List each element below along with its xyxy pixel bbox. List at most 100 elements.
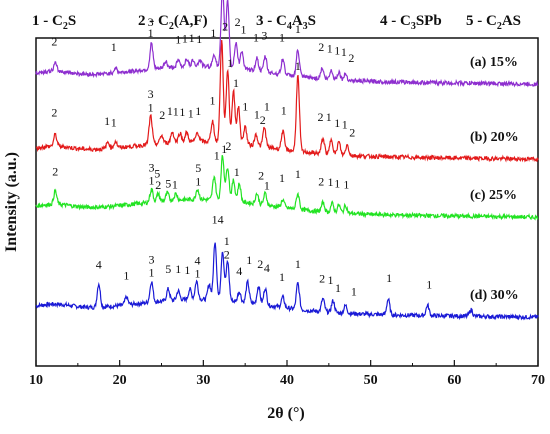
peak-label: 2 — [258, 169, 264, 183]
peak-label: 4 — [264, 261, 270, 275]
legend-entry-2: 2 - C2(A,F) — [138, 13, 208, 32]
peak-label: 1 — [224, 234, 230, 248]
legend-entry-5: 5 - C2AS — [466, 13, 521, 32]
peak-label: 1 — [334, 176, 340, 190]
peak-label: 1 — [189, 31, 195, 45]
peak-label: 1 — [234, 165, 240, 179]
peak-label: 1 — [327, 42, 333, 56]
x-axis-title: 2θ (°) — [267, 405, 304, 422]
peak-label: 1 — [426, 278, 432, 292]
peak-label: 1 — [326, 110, 332, 124]
peak-label: 3 — [149, 253, 155, 267]
peak-label: 2 — [159, 108, 165, 122]
peak-label: 2 — [224, 247, 230, 261]
peak-label: 1 — [148, 26, 154, 40]
x-tick-label: 60 — [447, 373, 461, 388]
legend-entry-3: 3 - C4A3S — [256, 13, 316, 32]
peak-label: 1 — [175, 32, 181, 46]
series-line-1 — [35, 154, 539, 221]
y-axis-title: Intensity (a.u.) — [3, 152, 20, 252]
peak-label: 1 — [196, 32, 202, 46]
peak-label: 2 — [222, 20, 228, 34]
peak-label: 2 — [225, 139, 231, 153]
peak-label: 1 — [295, 59, 301, 73]
x-tick-label: 30 — [196, 373, 210, 388]
peak-label: 3 — [148, 87, 154, 101]
peak-label: 1 — [172, 177, 178, 191]
peak-label: 2 — [51, 35, 57, 49]
peak-label: 2 — [349, 126, 355, 140]
peak-label: 1 — [210, 94, 216, 108]
peak-label: 1 — [227, 56, 233, 70]
peak-label: 1 — [279, 171, 285, 185]
peak-label: 1 — [104, 114, 110, 128]
peak-label: 1 — [335, 281, 341, 295]
x-tick-label: 10 — [29, 373, 43, 388]
series-label-1: (c) 25% — [470, 188, 517, 203]
peak-label: 1 — [295, 167, 301, 181]
peak-label: 3 — [261, 28, 267, 42]
peak-label: 1 — [182, 32, 188, 46]
peak-label: 1 — [328, 273, 334, 287]
peak-label: 1 — [111, 115, 117, 129]
peak-label: 1 — [195, 266, 201, 280]
legend-entry-1: 1 - C2S — [32, 13, 76, 32]
series-label-3: (a) 15% — [470, 55, 518, 70]
series-label-0: (d) 30% — [470, 288, 519, 303]
series-label-2: (b) 20% — [470, 130, 519, 145]
peak-label: 1 — [342, 117, 348, 131]
peak-label: 1 — [148, 100, 154, 114]
peak-label: 2 — [348, 51, 354, 65]
peak-label: 1 — [343, 178, 349, 192]
peak-label: 2 — [319, 272, 325, 286]
peak-label: 1 — [334, 116, 340, 130]
peak-label: 1 — [149, 265, 155, 279]
peak-label: 2 — [260, 113, 266, 127]
peak-label: 1 — [149, 173, 155, 187]
peak-label: 5 — [154, 166, 160, 180]
peak-label: 1 — [195, 175, 201, 189]
peak-label: 1 — [123, 269, 129, 283]
peak-label: 2 — [318, 110, 324, 124]
peak-label: 1 — [351, 285, 357, 299]
peak-label: 1 — [295, 22, 301, 36]
peak-label: 1 — [253, 31, 259, 45]
peak-label: 1 — [281, 103, 287, 117]
peak-label: 1 — [173, 105, 179, 119]
series-label-layer: (d) 30% (c) 25% (b) 20% (a) 15% — [470, 55, 519, 303]
peak-label: 1 — [175, 262, 181, 276]
peak-label: 4 — [96, 258, 102, 272]
series-line-3 — [35, 0, 539, 88]
peak-label: 1 — [184, 263, 190, 277]
peak-label: 4 — [236, 264, 242, 278]
peak-label: 2 — [155, 178, 161, 192]
series-line-0 — [35, 242, 539, 321]
peak-label: 2 — [51, 106, 57, 120]
peak-label: 1 — [328, 175, 334, 189]
peak-label: 2 — [318, 174, 324, 188]
series-line-2 — [35, 39, 539, 163]
peak-label: 5 — [165, 262, 171, 276]
peak-label: 1 — [111, 40, 117, 54]
peak-label: 1 — [195, 104, 201, 118]
peak-label: 1 — [214, 148, 220, 162]
peak-label: 1 — [167, 104, 173, 118]
peak-label: 1 — [334, 44, 340, 58]
peak-label: 2 — [235, 15, 241, 29]
peak-label: 1 — [386, 271, 392, 285]
peak-label: 2 — [257, 257, 263, 271]
legend-entry-4: 4 - C3SPb — [380, 13, 442, 32]
peak-label: 5 — [165, 176, 171, 190]
peak-label: 1 — [264, 100, 270, 114]
peak-label: 1 — [246, 253, 252, 267]
x-tick-label: 40 — [280, 373, 294, 388]
peak-label: 1 — [188, 107, 194, 121]
peak-label: 1 — [221, 142, 227, 156]
peak-label: 1 — [295, 257, 301, 271]
peak-label: 1 — [210, 26, 216, 40]
peak-label: 2 — [318, 40, 324, 54]
peak-label: 1 — [242, 99, 248, 113]
peak-label: 14 — [212, 212, 224, 226]
